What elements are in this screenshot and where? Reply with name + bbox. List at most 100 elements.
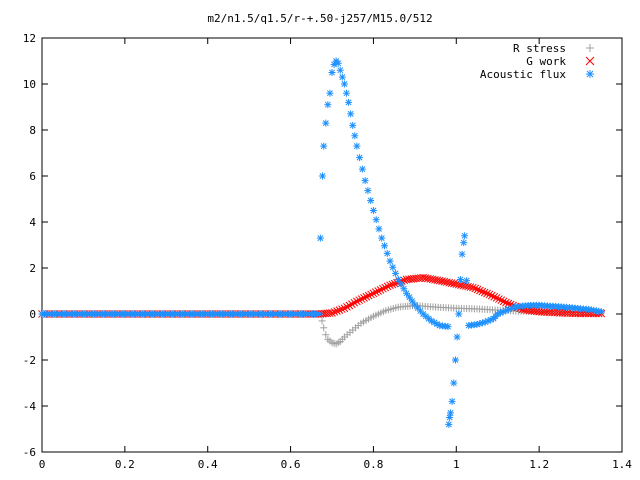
data-point — [383, 249, 391, 257]
star-marker — [449, 398, 456, 405]
cross-marker — [419, 273, 427, 282]
data-point — [340, 80, 348, 88]
cross-marker — [502, 298, 510, 307]
star-marker — [362, 177, 369, 184]
data-point — [453, 333, 461, 341]
cross-marker — [440, 277, 449, 286]
cross-marker — [421, 274, 430, 282]
cross-marker — [497, 296, 506, 305]
data-point — [459, 281, 468, 290]
cross-marker — [435, 276, 444, 285]
data-point — [456, 276, 464, 283]
y-tick-label: -2 — [23, 354, 36, 367]
cross-marker — [381, 283, 390, 292]
star-marker — [428, 317, 435, 324]
data-point — [445, 420, 453, 428]
data-point — [361, 177, 369, 185]
cross-marker — [495, 295, 503, 303]
data-point — [490, 292, 499, 301]
star-marker — [373, 216, 380, 223]
star-marker — [329, 69, 335, 76]
data-point — [446, 414, 454, 421]
data-point — [372, 216, 380, 224]
star-marker — [370, 207, 377, 214]
data-point — [364, 187, 372, 195]
data-point — [316, 234, 324, 242]
data-point — [504, 299, 513, 308]
data-point — [466, 283, 475, 291]
data-point — [348, 300, 356, 308]
star-marker — [403, 290, 410, 297]
star-marker — [375, 225, 382, 232]
star-marker — [398, 281, 405, 288]
data-point — [324, 101, 332, 109]
data-point — [338, 305, 346, 314]
legend-marker — [586, 70, 594, 78]
data-point — [450, 379, 458, 387]
data-point — [328, 69, 336, 76]
star-marker — [447, 409, 454, 416]
star-marker — [317, 235, 324, 242]
cross-marker — [476, 286, 484, 295]
data-point — [320, 142, 328, 150]
series-acoustic-flux — [38, 57, 605, 428]
data-point — [386, 257, 394, 265]
cross-marker — [450, 279, 458, 288]
axes: 0 0.2 0.4 0.6 0.8 1 1.2 1.4 -6 -4 -2 0 2 4 6 8 10 12 — [23, 32, 633, 471]
data-point — [340, 304, 349, 313]
star-marker — [381, 242, 388, 249]
data-point — [445, 278, 454, 287]
star-marker — [326, 90, 333, 97]
y-tick-label: -4 — [23, 400, 37, 413]
star-marker — [598, 308, 605, 315]
chart-title: m2/n1.5/q1.5/r-+.50-j257/M15.0/512 — [207, 12, 432, 25]
cross-marker — [369, 289, 378, 298]
data-point — [336, 66, 344, 74]
cross-marker — [426, 275, 435, 283]
star-marker — [384, 250, 391, 257]
star-marker — [378, 235, 385, 242]
data-point — [460, 239, 468, 247]
star-marker — [387, 258, 393, 265]
cross-marker — [487, 291, 496, 300]
cross-marker — [473, 285, 482, 294]
cross-marker — [485, 290, 494, 299]
data-point — [378, 234, 386, 242]
data-point — [448, 397, 456, 405]
data-point — [357, 295, 366, 303]
cross-marker — [362, 292, 371, 301]
data-point — [421, 274, 430, 282]
data-point — [362, 292, 371, 301]
cross-marker — [471, 284, 480, 293]
data-point — [345, 98, 353, 106]
data-point — [379, 284, 387, 293]
data-point — [419, 273, 427, 282]
data-point — [353, 142, 361, 150]
y-tick-label: 0 — [29, 308, 36, 321]
data-point — [375, 225, 383, 233]
data-point — [369, 289, 378, 298]
cross-marker — [374, 287, 383, 295]
cross-marker — [504, 299, 513, 308]
data-point — [483, 289, 491, 298]
cross-marker — [459, 281, 468, 290]
data-point — [455, 310, 463, 318]
y-tick-label: 2 — [29, 262, 36, 275]
star-marker — [445, 421, 452, 428]
data-point — [355, 296, 364, 305]
data-point — [485, 290, 494, 299]
cross-marker — [454, 280, 463, 289]
data-point — [392, 269, 400, 277]
data-point — [473, 285, 482, 294]
cross-marker — [490, 292, 499, 301]
cross-marker — [431, 275, 439, 284]
data-point — [487, 291, 496, 300]
y-tick-label: 6 — [29, 170, 36, 183]
cross-marker — [340, 304, 349, 313]
data-point — [476, 286, 484, 295]
data-point — [471, 284, 480, 293]
data-point — [318, 172, 326, 180]
star-marker — [445, 323, 451, 330]
